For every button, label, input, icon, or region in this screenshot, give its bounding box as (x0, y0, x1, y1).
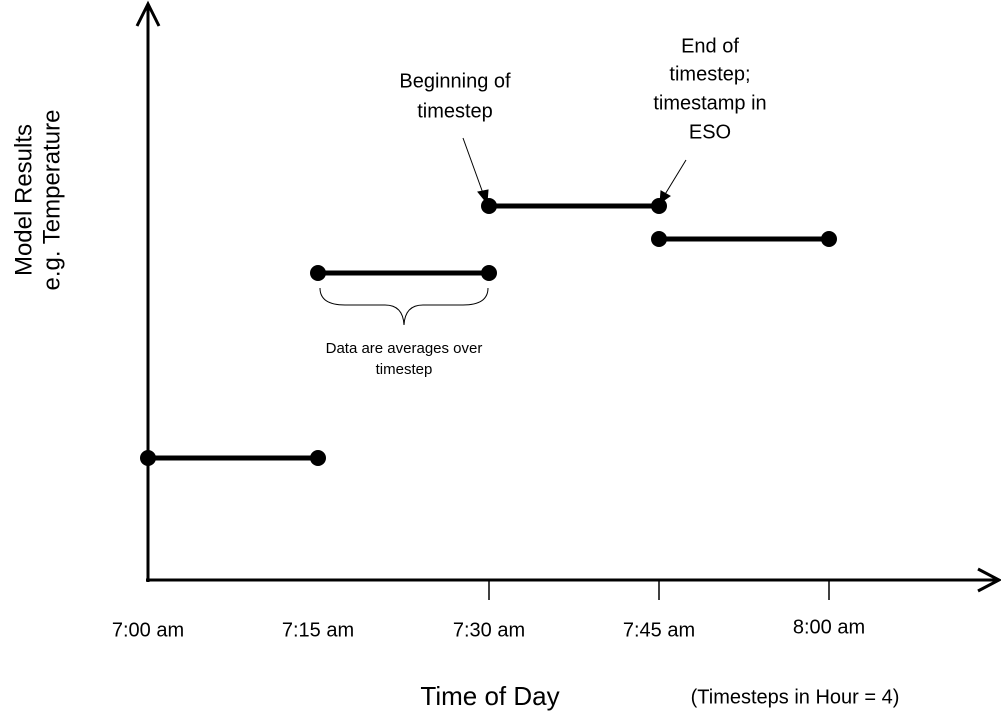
annotation: Data are averages over (326, 340, 483, 357)
annotation: timestamp in (653, 92, 766, 114)
y-axis-label: Model Results (10, 124, 37, 276)
point (481, 198, 497, 214)
tick-label: 7:15 am (282, 619, 354, 641)
tick-label: 7:30 am (453, 619, 525, 641)
y-axis-title: Model Results e.g. Temperature (10, 110, 65, 291)
y-axis-label: e.g. Temperature (38, 110, 65, 291)
annotation: timestep (417, 100, 493, 122)
annotation: timestep (376, 361, 433, 378)
annotation: End of (681, 35, 739, 57)
pointers (462, 137, 687, 205)
annotation: ESO (689, 121, 731, 143)
point (651, 198, 667, 214)
point (481, 265, 497, 281)
point (310, 265, 326, 281)
point (310, 450, 326, 466)
tick-label: 7:45 am (623, 619, 695, 641)
point (651, 231, 667, 247)
tick-label: 8:00 am (793, 616, 865, 638)
annotation: Beginning of (399, 70, 511, 92)
point (140, 450, 156, 466)
pointer-head (659, 190, 671, 205)
x-axis-label: Time of Day (420, 681, 559, 711)
points (140, 198, 837, 466)
annotation: timestep; (669, 63, 750, 85)
segments (148, 203, 829, 461)
point (821, 231, 837, 247)
pointer-head (477, 189, 489, 205)
pointer (663, 159, 687, 197)
x-arrow (977, 567, 1001, 593)
pointer (462, 137, 485, 197)
brace (319, 287, 489, 326)
axes (135, 0, 1001, 600)
note: (Timesteps in Hour = 4) (691, 686, 900, 708)
tick-label: 7:00 am (112, 619, 184, 641)
y-arrow (135, 0, 161, 27)
